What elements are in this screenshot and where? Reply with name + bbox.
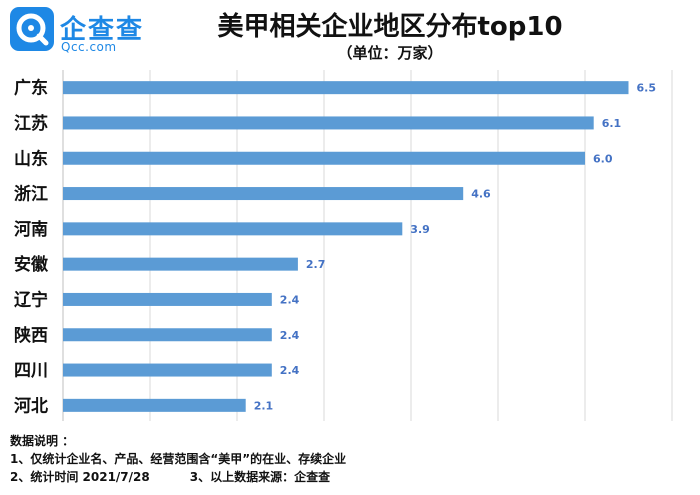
notes-stat-time: 2、统计时间 2021/7/28 <box>10 470 150 484</box>
category-label-6: 安徽 <box>14 254 49 275</box>
notes-line-1: 1、仅统计企业名、产品、经营范围含“美甲”的在业、存续企业 <box>10 452 347 466</box>
bar-8 <box>63 328 272 342</box>
category-label-4: 浙江 <box>14 184 48 205</box>
bar-4 <box>63 187 464 201</box>
notes-heading: 数据说明 ： <box>10 434 75 448</box>
value-label-4: 4.6 <box>471 188 491 201</box>
bar-2 <box>63 116 594 130</box>
bar-9 <box>63 363 272 377</box>
bar-1 <box>63 81 629 95</box>
data-notes: 数据说明 ： 1、仅统计企业名、产品、经营范围含“美甲”的在业、存续企业 2、统… <box>10 432 346 486</box>
category-label-2: 江苏 <box>14 113 48 134</box>
bars <box>63 81 629 412</box>
qcc-logo: 企查查 Qcc.com <box>10 7 150 57</box>
value-label-2: 6.1 <box>602 117 622 130</box>
category-label-5: 河南 <box>14 219 48 240</box>
logo-name: 企查查 <box>60 15 145 45</box>
value-label-6: 2.7 <box>306 258 326 271</box>
bar-6 <box>63 257 298 271</box>
chart-title: 美甲相关企业地区分布top10 <box>217 12 563 42</box>
category-label-3: 山东 <box>14 148 48 169</box>
bar-10 <box>63 398 246 412</box>
value-label-9: 2.4 <box>280 364 300 377</box>
value-label-10: 2.1 <box>254 399 274 412</box>
category-label-10: 河北 <box>14 396 48 416</box>
value-label-1: 6.5 <box>637 82 657 95</box>
bar-5 <box>63 222 403 236</box>
category-label-1: 广东 <box>14 78 48 99</box>
logo-subtext: Qcc.com <box>61 40 117 54</box>
value-label-3: 6.0 <box>593 152 613 165</box>
bar-7 <box>63 292 272 306</box>
category-label-8: 陕西 <box>14 325 48 346</box>
notes-source: 3、以上数据来源：企查查 <box>189 470 331 484</box>
value-label-8: 2.4 <box>280 329 300 342</box>
notes-line-2: 2、统计时间 2021/7/28 3、以上数据来源：企查查 <box>10 468 346 486</box>
category-label-7: 辽宁 <box>14 289 48 310</box>
value-label-5: 3.9 <box>410 223 430 236</box>
qcc-logo-icon <box>10 7 54 51</box>
chart-subtitle: （单位：万家） <box>337 44 443 62</box>
bar-3 <box>63 151 585 165</box>
value-label-7: 2.4 <box>280 293 300 306</box>
value-labels: 6.5 6.1 6.0 4.6 3.9 2.7 2.4 2.4 2.4 2.1 <box>254 82 656 413</box>
category-label-9: 四川 <box>14 361 48 381</box>
